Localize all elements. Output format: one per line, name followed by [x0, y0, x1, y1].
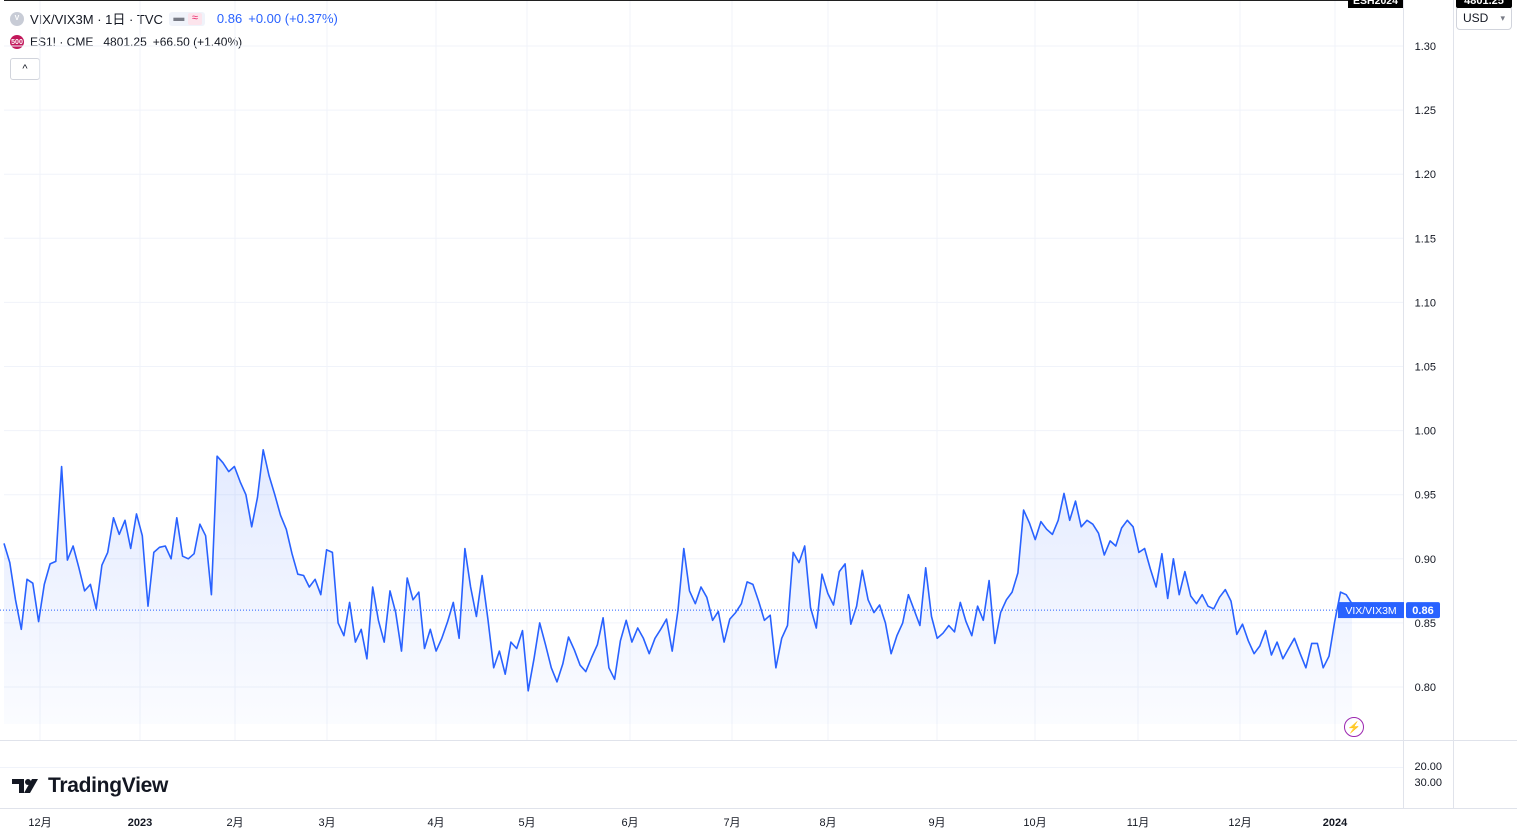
- currency-value: USD: [1463, 11, 1489, 25]
- x-axis-tick: 5月: [518, 817, 535, 829]
- x-axis-tick: 4月: [427, 817, 444, 829]
- x-axis-tick: 2024: [1323, 817, 1348, 829]
- chevron-up-icon: ^: [22, 63, 28, 75]
- tradingview-logo-icon: [12, 779, 38, 793]
- left-axis-tick: 1.10: [1415, 297, 1436, 309]
- ratio-price-label: 0.86: [1412, 605, 1433, 617]
- x-axis-tick: 9月: [928, 817, 945, 829]
- ratio-area: [4, 449, 1352, 724]
- left-axis-tick: 1.25: [1415, 105, 1436, 117]
- main-symbol-title[interactable]: VIX/VIX3M · 1日 · TVC: [30, 12, 163, 27]
- lower-pane-tick: 30.00: [1414, 777, 1442, 789]
- tradingview-logo[interactable]: TradingView: [12, 774, 168, 798]
- x-axis-tick: 6月: [621, 817, 638, 829]
- left-axis-tick: 0.85: [1415, 618, 1436, 630]
- chevron-down-icon: ▾: [1500, 12, 1505, 23]
- left-axis-tick: 0.90: [1415, 554, 1436, 566]
- logo-text: TradingView: [48, 774, 169, 797]
- left-axis-tick: 1.15: [1415, 233, 1436, 245]
- left-axis-tick: 1.00: [1415, 426, 1436, 438]
- x-axis-tick: 11月: [1127, 817, 1149, 829]
- left-axis-tick: 0.80: [1415, 682, 1436, 694]
- vix-symbol-icon: V: [10, 11, 24, 26]
- es-price-label: 4801.25: [1464, 0, 1504, 7]
- left-axis-tick: 0.95: [1415, 490, 1436, 502]
- x-axis-tick: 2023: [128, 817, 152, 829]
- x-axis-tick: 8月: [819, 817, 836, 829]
- series-settings-group[interactable]: ▬ ≈: [168, 11, 205, 26]
- ratio-price-tag: [1406, 602, 1440, 619]
- lightning-icon[interactable]: ⚡: [1344, 717, 1364, 737]
- x-axis-tick: 10月: [1023, 817, 1046, 829]
- left-axis-tick: 1.20: [1415, 169, 1436, 181]
- left-axis-tick: 1.05: [1415, 362, 1436, 374]
- ratio-name-label: VIX/VIX3M: [1345, 605, 1396, 617]
- x-axis-tick: 7月: [723, 817, 740, 829]
- lower-pane-tick: 20.00: [1414, 761, 1442, 773]
- main-change: +0.00 (+0.37%): [248, 11, 338, 26]
- es-price-tag: [1456, 0, 1512, 8]
- x-axis-tick: 12月: [28, 817, 51, 829]
- es-name-tag: [1348, 0, 1403, 8]
- main-value: 0.86: [216, 11, 243, 26]
- x-axis-tick: 2月: [226, 817, 243, 829]
- ratio-series-line: [3, 449, 1353, 692]
- compare-wave-icon[interactable]: ≈: [187, 12, 202, 25]
- es-name-label: ESH2024: [1353, 0, 1398, 7]
- eye-toggle-icon[interactable]: ▬: [173, 12, 185, 24]
- ratio-name-tag: [1338, 602, 1404, 619]
- x-axis-tick: 12月: [1228, 817, 1251, 829]
- left-axis-tick: 1.30: [1415, 41, 1436, 53]
- x-axis-tick: 3月: [318, 817, 335, 829]
